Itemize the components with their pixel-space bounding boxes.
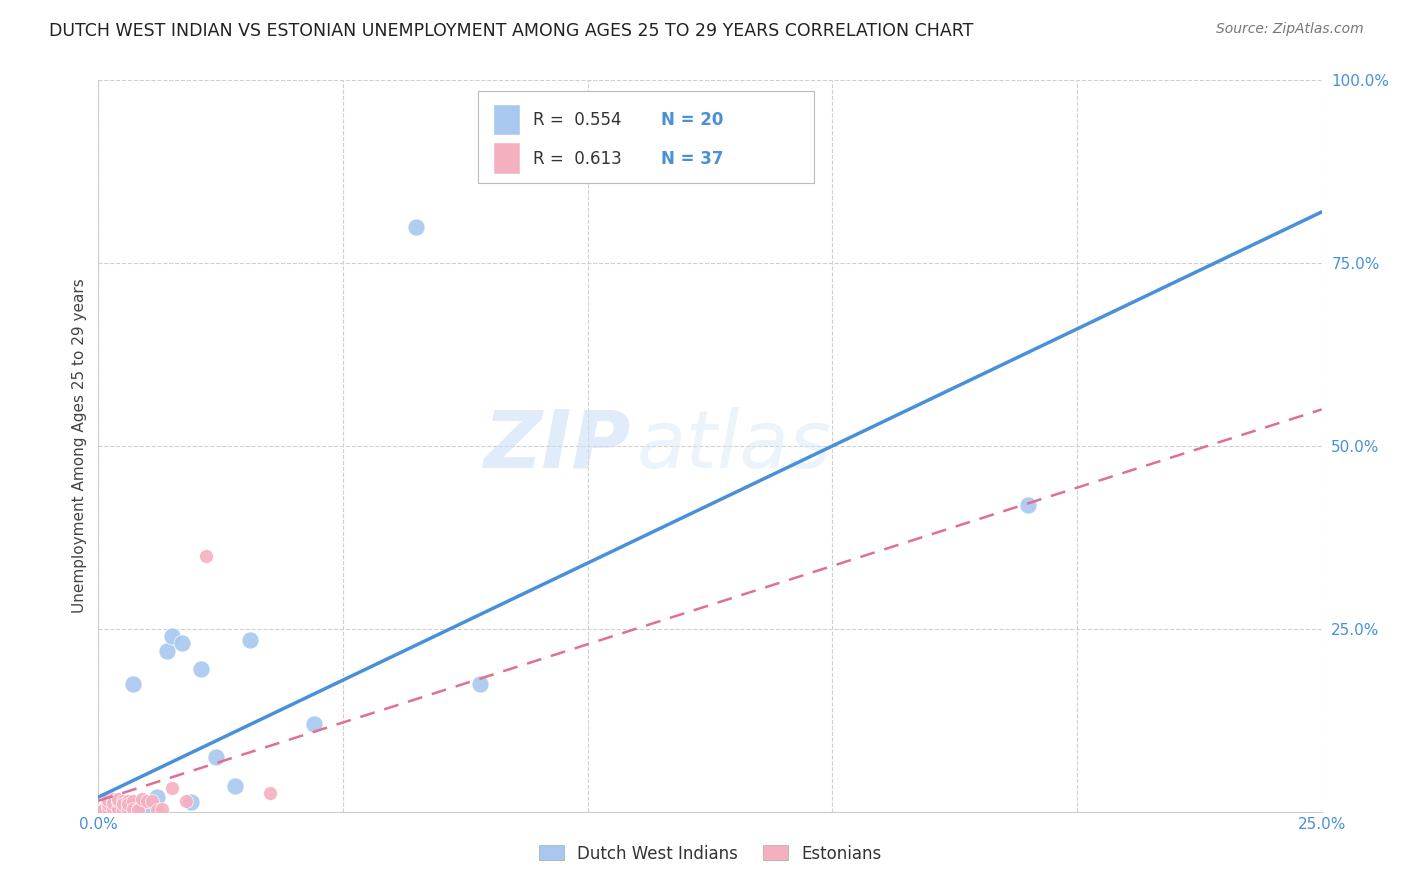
Point xyxy=(101,792,124,806)
Point xyxy=(405,219,427,234)
Text: atlas: atlas xyxy=(637,407,831,485)
Bar xyxy=(494,144,520,174)
Point xyxy=(91,803,114,817)
Point xyxy=(91,803,114,817)
Point xyxy=(107,792,129,806)
Point xyxy=(107,794,129,808)
Legend: Dutch West Indians, Estonians: Dutch West Indians, Estonians xyxy=(531,838,889,869)
Point xyxy=(97,801,120,815)
Point xyxy=(97,793,120,807)
Point xyxy=(190,662,212,676)
Text: Source: ZipAtlas.com: Source: ZipAtlas.com xyxy=(1216,22,1364,37)
Point xyxy=(117,797,139,811)
Point xyxy=(91,802,114,816)
Text: R =  0.613: R = 0.613 xyxy=(533,150,621,168)
Point xyxy=(111,795,134,809)
Text: DUTCH WEST INDIAN VS ESTONIAN UNEMPLOYMENT AMONG AGES 25 TO 29 YEARS CORRELATION: DUTCH WEST INDIAN VS ESTONIAN UNEMPLOYME… xyxy=(49,22,973,40)
Point xyxy=(97,799,120,814)
Point xyxy=(224,779,246,793)
Point xyxy=(156,644,179,658)
Point xyxy=(101,795,124,809)
Point xyxy=(111,803,134,817)
Point xyxy=(127,802,149,816)
Point xyxy=(160,629,183,643)
Point xyxy=(117,796,139,810)
Point xyxy=(117,795,139,809)
Point xyxy=(160,780,183,795)
Point xyxy=(121,794,143,808)
Point xyxy=(468,676,491,690)
Point xyxy=(302,717,325,731)
Point xyxy=(97,797,120,811)
Point xyxy=(136,799,159,814)
Point xyxy=(180,795,202,809)
Point xyxy=(117,802,139,816)
Point xyxy=(176,795,198,809)
Point xyxy=(97,795,120,809)
Point xyxy=(107,802,129,816)
Point xyxy=(136,794,159,808)
Point xyxy=(121,676,143,690)
Point xyxy=(97,801,120,815)
Point xyxy=(101,802,124,816)
Point xyxy=(170,636,193,650)
Point xyxy=(127,797,149,812)
Point xyxy=(239,632,262,647)
Point xyxy=(205,749,228,764)
Point xyxy=(141,795,163,809)
Point xyxy=(111,803,134,817)
Point xyxy=(97,794,120,808)
Text: N = 37: N = 37 xyxy=(661,150,724,168)
Point xyxy=(121,802,143,816)
Bar xyxy=(494,104,520,136)
Point xyxy=(146,803,169,817)
Point xyxy=(111,797,134,811)
Point xyxy=(131,792,153,806)
Point xyxy=(107,798,129,813)
Text: R =  0.554: R = 0.554 xyxy=(533,111,621,129)
Point xyxy=(146,790,169,805)
Point xyxy=(127,803,149,817)
Point xyxy=(101,796,124,810)
Point xyxy=(107,795,129,809)
Point xyxy=(1017,498,1039,512)
Point xyxy=(107,791,129,805)
Y-axis label: Unemployment Among Ages 25 to 29 years: Unemployment Among Ages 25 to 29 years xyxy=(72,278,87,614)
Point xyxy=(150,802,173,816)
Text: N = 20: N = 20 xyxy=(661,111,724,129)
Point xyxy=(195,549,218,563)
FancyBboxPatch shape xyxy=(478,91,814,183)
Point xyxy=(259,787,281,801)
Text: ZIP: ZIP xyxy=(484,407,630,485)
